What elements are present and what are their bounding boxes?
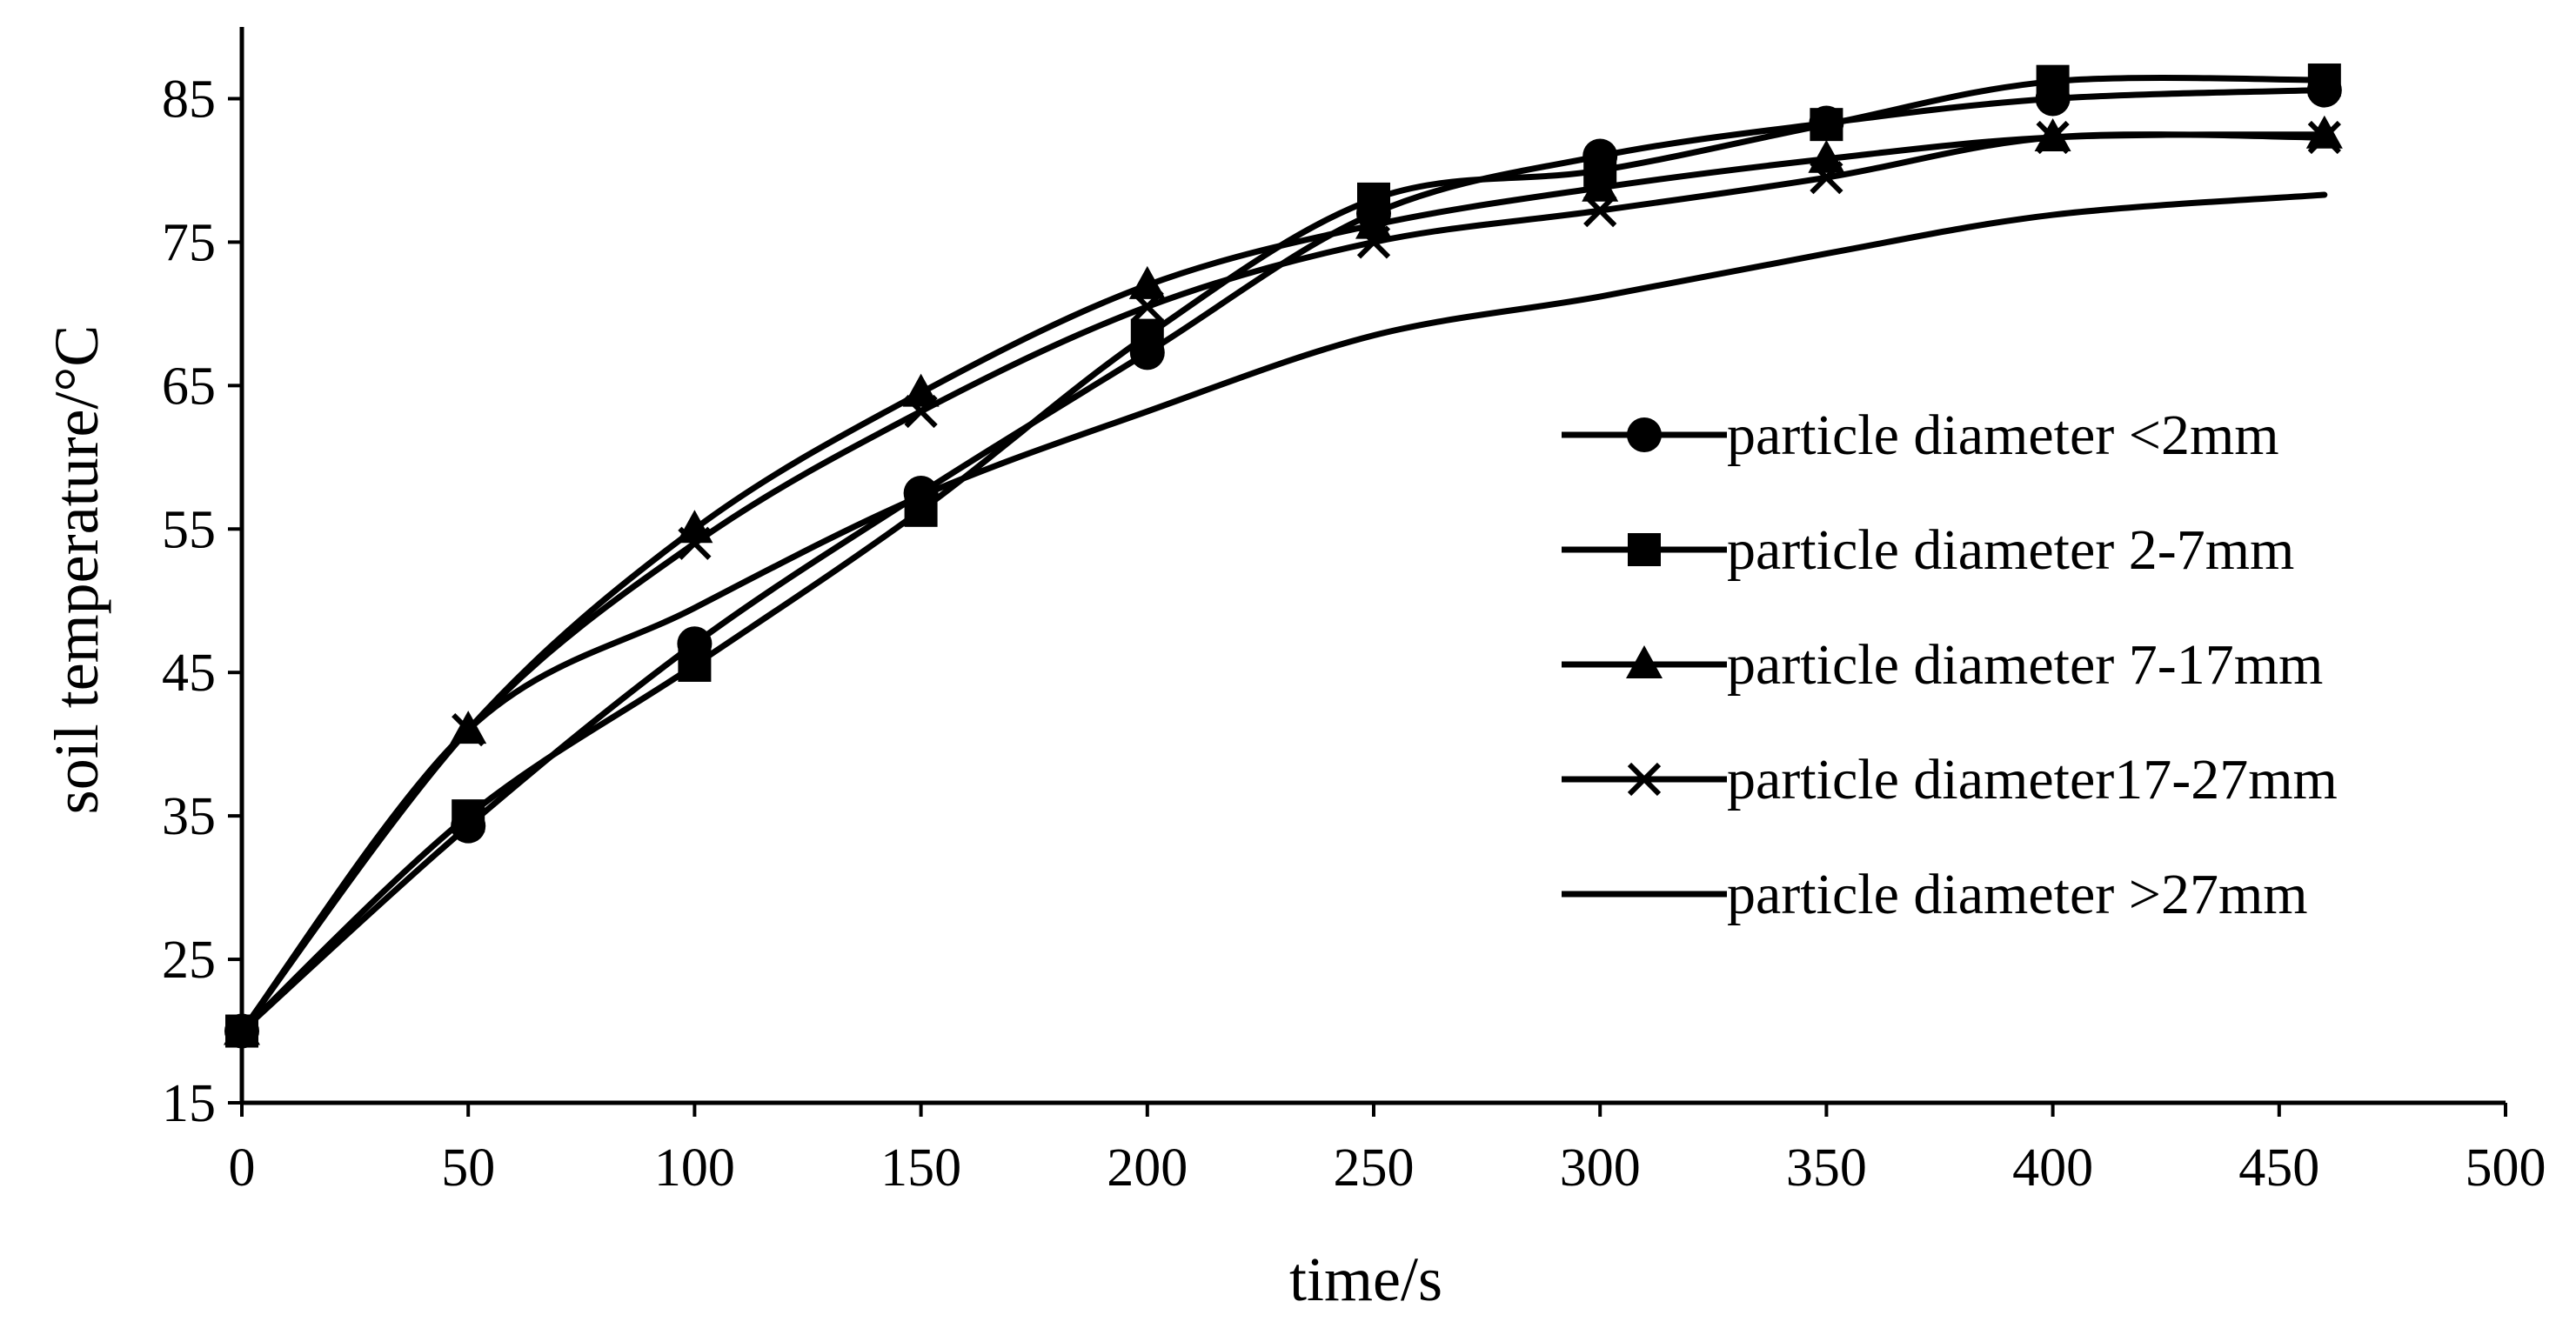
data-point-x-stroke <box>1583 193 1617 228</box>
data-point-x <box>2036 120 2070 155</box>
y-tick-label: 25 <box>162 931 216 990</box>
data-point-x <box>2307 120 2341 155</box>
data-point-x <box>1130 290 1164 324</box>
legend-label: particle diameter17-27mm <box>1727 748 2338 811</box>
legend-label: particle diameter 7-17mm <box>1727 633 2323 697</box>
legend-marker-square <box>1628 533 1661 566</box>
legend-marker-triangle <box>1626 645 1663 678</box>
series-line <box>238 191 2328 1035</box>
data-point-x-stroke <box>904 394 938 429</box>
x-tick-label: 500 <box>2466 1138 2546 1198</box>
series-line <box>238 131 2328 1035</box>
legend-marker-x-stroke <box>1627 762 1662 797</box>
data-point-triangle <box>902 373 940 407</box>
data-point-triangle <box>1582 168 1619 202</box>
data-point-square <box>1130 318 1164 352</box>
legend-label: particle diameter >27mm <box>1727 863 2308 926</box>
data-point-x-stroke <box>1356 225 1391 259</box>
series-5 <box>238 191 2328 1035</box>
y-tick-label: 75 <box>162 213 216 272</box>
data-point-square <box>678 648 712 682</box>
legend-label: particle diameter 2-7mm <box>1727 518 2294 582</box>
data-point-x <box>904 394 938 429</box>
x-tick-label: 50 <box>441 1138 495 1198</box>
legend-item: particle diameter17-27mm <box>1562 748 2338 811</box>
x-tick-label: 200 <box>1107 1138 1188 1198</box>
x-tick-label: 400 <box>2012 1138 2093 1198</box>
data-point-triangle <box>1808 139 1845 173</box>
y-tick-label: 85 <box>162 70 216 129</box>
data-point-square <box>2307 63 2341 97</box>
data-point-square <box>2036 64 2070 98</box>
data-point-x-stroke <box>2036 120 2070 155</box>
legend-label: particle diameter <2mm <box>1727 404 2279 467</box>
data-point-x <box>1583 193 1617 228</box>
axes: 0 50 100 150 200 250 300 350 400 450 500 15 25 35 45 55… <box>162 27 2546 1198</box>
legend-marker-circle <box>1627 417 1662 452</box>
legend-item: particle diameter 7-17mm <box>1562 633 2323 697</box>
y-tick-label: 55 <box>162 500 216 559</box>
data-point-x-stroke <box>1810 161 1843 195</box>
data-point-x-stroke <box>1130 290 1164 324</box>
x-tick-label: 0 <box>229 1138 256 1198</box>
series-layer <box>224 63 2343 1049</box>
data-point-x <box>678 526 712 560</box>
data-point-x <box>1810 161 1843 195</box>
legend-item: particle diameter <2mm <box>1562 404 2279 467</box>
data-point-square <box>1810 108 1843 142</box>
data-point-x-stroke <box>2307 120 2341 155</box>
data-point-square <box>452 799 485 833</box>
x-axis-title: time/s <box>1289 1245 1442 1314</box>
x-tick-label: 250 <box>1334 1138 1415 1198</box>
y-axis-title: soil temperature/°C <box>42 325 111 815</box>
legend-marker-x <box>1627 762 1662 797</box>
y-tick-label: 35 <box>162 787 216 846</box>
legend-item: particle diameter 2-7mm <box>1562 518 2294 582</box>
data-point-x <box>1356 225 1391 259</box>
y-tick-label: 15 <box>162 1074 216 1133</box>
y-tick-label: 45 <box>162 644 216 703</box>
data-point-x-stroke <box>678 526 712 560</box>
x-tick-label: 300 <box>1560 1138 1641 1198</box>
x-tick-label: 100 <box>654 1138 735 1198</box>
y-tick-label: 65 <box>162 357 216 416</box>
x-tick-label: 350 <box>1786 1138 1867 1198</box>
data-point-triangle <box>1128 265 1166 299</box>
x-tick-label: 150 <box>880 1138 961 1198</box>
legend: particle diameter <2mm particle diameter … <box>1562 404 2338 926</box>
legend-item: particle diameter >27mm <box>1562 863 2308 926</box>
x-tick-label: 450 <box>2238 1138 2319 1198</box>
